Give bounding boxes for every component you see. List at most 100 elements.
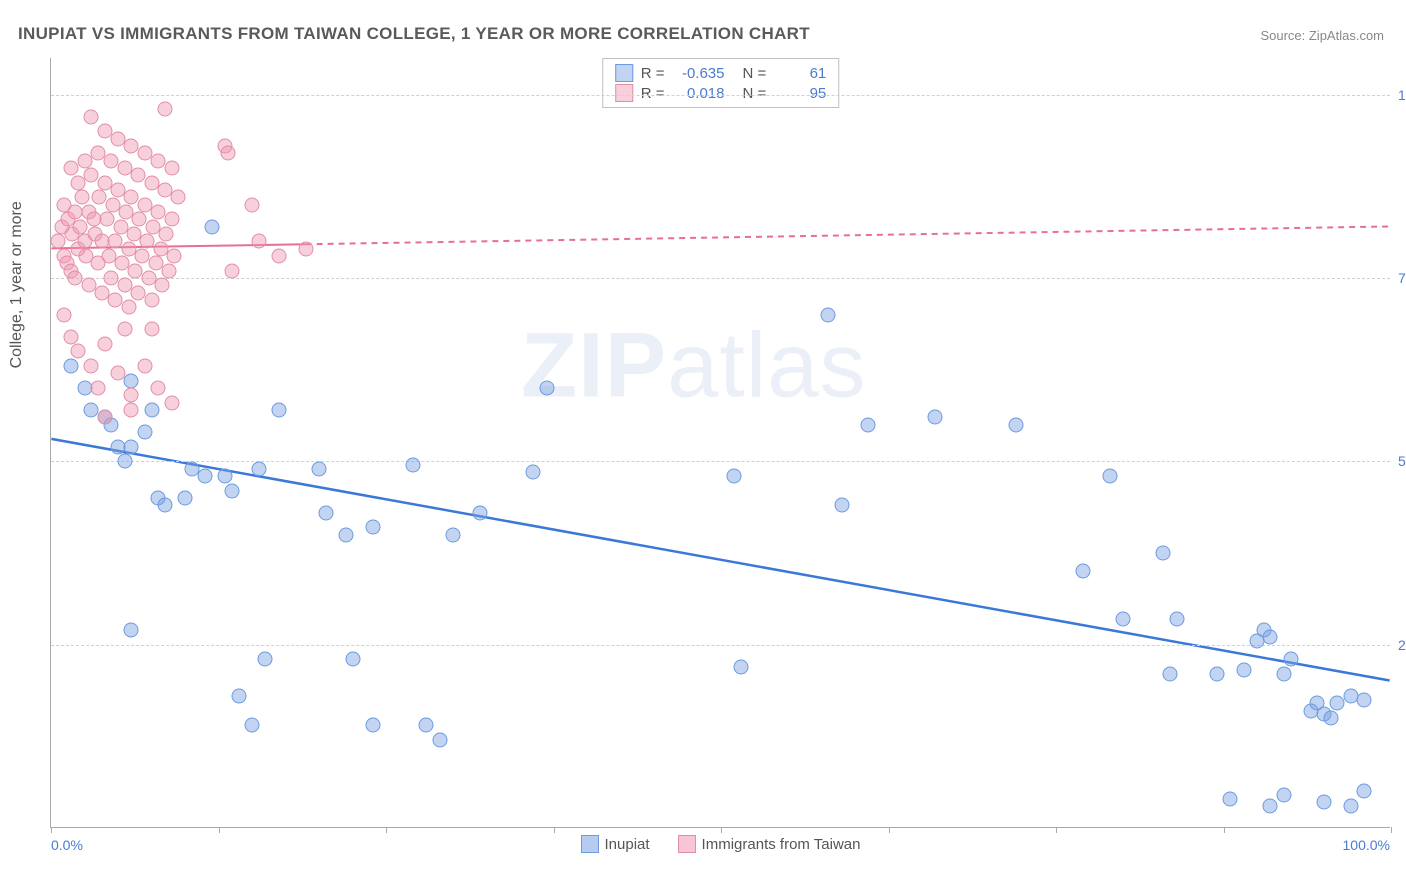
data-point	[526, 465, 541, 480]
watermark-light: atlas	[667, 314, 866, 416]
legend-correlation: R = -0.635 N = 61R =0.018N =95	[602, 58, 840, 108]
y-tick-label: 50.0%	[1398, 453, 1406, 469]
data-point	[117, 454, 132, 469]
data-point	[365, 718, 380, 733]
data-point	[472, 505, 487, 520]
source-label: Source: ZipAtlas.com	[1260, 28, 1384, 43]
data-point	[1075, 564, 1090, 579]
data-point	[167, 249, 182, 264]
data-point	[111, 366, 126, 381]
data-point	[50, 234, 65, 249]
data-point	[218, 469, 233, 484]
data-point	[97, 337, 112, 352]
data-point	[124, 623, 139, 638]
y-tick-label: 100.0%	[1398, 87, 1406, 103]
data-point	[164, 161, 179, 176]
data-point	[84, 109, 99, 124]
data-point	[144, 293, 159, 308]
data-point	[155, 278, 170, 293]
data-point	[432, 733, 447, 748]
x-tick-mark	[721, 827, 722, 833]
legend-r-value: 0.018	[673, 85, 725, 102]
data-point	[84, 359, 99, 374]
data-point	[727, 469, 742, 484]
legend-r-label: R =	[641, 65, 665, 82]
data-point	[251, 234, 266, 249]
data-point	[821, 307, 836, 322]
data-point	[1276, 788, 1291, 803]
data-point	[161, 263, 176, 278]
data-point	[318, 505, 333, 520]
data-point	[861, 417, 876, 432]
data-point	[1209, 667, 1224, 682]
data-point	[97, 410, 112, 425]
data-point	[157, 102, 172, 117]
data-point	[70, 344, 85, 359]
data-point	[137, 359, 152, 374]
data-point	[121, 300, 136, 315]
data-point	[64, 359, 79, 374]
data-point	[157, 498, 172, 513]
watermark: ZIPatlas	[521, 313, 866, 418]
data-point	[271, 403, 286, 418]
data-point	[1276, 667, 1291, 682]
data-point	[1236, 663, 1251, 678]
x-tick-mark	[1056, 827, 1057, 833]
data-point	[224, 263, 239, 278]
data-point	[1323, 711, 1338, 726]
data-point	[204, 219, 219, 234]
data-point	[57, 307, 72, 322]
data-point	[539, 381, 554, 396]
legend-label: Immigrants from Taiwan	[702, 836, 861, 853]
watermark-bold: ZIP	[521, 314, 667, 416]
data-point	[1283, 652, 1298, 667]
legend-row: R =0.018N =95	[615, 83, 827, 103]
data-point	[834, 498, 849, 513]
x-axis-max: 100.0%	[1343, 837, 1390, 853]
data-point	[1343, 799, 1358, 814]
x-tick-mark	[1224, 827, 1225, 833]
data-point	[312, 461, 327, 476]
y-tick-label: 75.0%	[1398, 270, 1406, 286]
data-point	[928, 410, 943, 425]
data-point	[178, 491, 193, 506]
legend-label: Inupiat	[605, 836, 650, 853]
data-point	[164, 395, 179, 410]
legend-swatch	[581, 835, 599, 853]
chart-title: INUPIAT VS IMMIGRANTS FROM TAIWAN COLLEG…	[18, 24, 810, 44]
data-point	[90, 381, 105, 396]
legend-n-value: 61	[774, 65, 826, 82]
legend-r-value: -0.635	[673, 65, 725, 82]
x-tick-mark	[386, 827, 387, 833]
x-tick-mark	[889, 827, 890, 833]
data-point	[151, 381, 166, 396]
data-point	[1357, 692, 1372, 707]
x-tick-mark	[51, 827, 52, 833]
data-point	[338, 527, 353, 542]
data-point	[171, 190, 186, 205]
data-point	[1102, 469, 1117, 484]
data-point	[251, 461, 266, 476]
legend-item: Immigrants from Taiwan	[678, 835, 861, 853]
data-point	[64, 329, 79, 344]
data-point	[405, 458, 420, 473]
data-point	[124, 373, 139, 388]
data-point	[124, 388, 139, 403]
legend-row: R = -0.635 N = 61	[615, 63, 827, 83]
data-point	[224, 483, 239, 498]
data-point	[271, 249, 286, 264]
data-point	[365, 520, 380, 535]
data-point	[345, 652, 360, 667]
data-point	[231, 689, 246, 704]
data-point	[117, 322, 132, 337]
data-point	[258, 652, 273, 667]
data-point	[446, 527, 461, 542]
legend-swatch	[615, 64, 633, 82]
gridline	[51, 645, 1390, 646]
legend-n-label: N =	[743, 65, 767, 82]
data-point	[124, 403, 139, 418]
gridline	[51, 278, 1390, 279]
data-point	[159, 227, 174, 242]
data-point	[245, 718, 260, 733]
data-point	[1156, 546, 1171, 561]
